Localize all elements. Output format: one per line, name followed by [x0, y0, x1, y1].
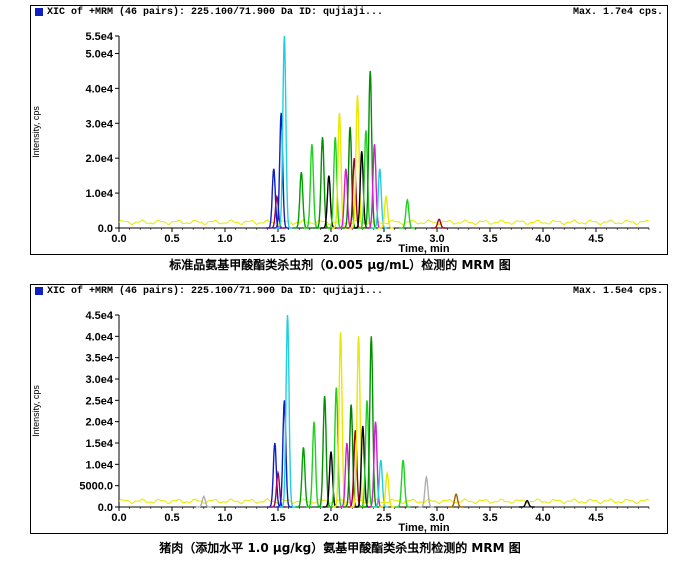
panel-title: XIC of +MRM (46 pairs): 225.100/71.900 D…	[47, 286, 384, 297]
chart-panel-1: XIC of +MRM (46 pairs): 225.100/71.900 D…	[30, 5, 668, 255]
peak-trace	[270, 470, 286, 508]
x-tick-label: 2.5	[376, 233, 391, 245]
peak-trace	[350, 336, 367, 508]
peak-trace	[279, 314, 296, 508]
panel-title: XIC of +MRM (46 pairs): 225.100/71.900 D…	[47, 7, 384, 18]
y-tick-label: 5.5e4	[85, 31, 113, 43]
x-tick-label: 3.5	[482, 233, 497, 245]
chart-caption: 标准品氨基甲酸酯类杀虫剂（0.005 μg/mL）检测的 MRM 图	[169, 258, 511, 272]
peak-trace	[295, 447, 312, 508]
peak-trace	[372, 459, 389, 508]
legend-swatch	[35, 287, 43, 295]
peak-trace	[378, 194, 394, 229]
max-intensity-label: Max. 1.5e4 cps.	[572, 286, 663, 297]
y-axis-label: Intensity, cps	[31, 385, 41, 437]
x-tick-label: 0.5	[164, 512, 179, 524]
peak-trace	[316, 396, 333, 508]
peak-trace	[276, 35, 293, 229]
peak-trace	[273, 112, 290, 229]
x-tick-label: 1.5	[270, 512, 285, 524]
peak-trace	[399, 198, 415, 229]
y-tick-label: 2.0e4	[85, 417, 113, 429]
y-axis-label: Intensity, cps	[31, 106, 41, 158]
x-tick-label: 0.0	[111, 512, 126, 524]
x-tick-label: 3.0	[429, 233, 444, 245]
peak-trace	[269, 194, 285, 229]
x-tick-label: 1.5	[270, 233, 285, 245]
x-tick-label: 2.5	[376, 512, 391, 524]
peak-trace	[276, 400, 293, 508]
y-tick-label: 5.0e4	[85, 48, 113, 60]
chart-panel-2: XIC of +MRM (46 pairs): 225.100/71.900 D…	[30, 284, 668, 534]
x-tick-label: 1.0	[217, 512, 232, 524]
max-intensity-label: Max. 1.7e4 cps.	[572, 7, 663, 18]
y-tick-label: 2.5e4	[85, 395, 113, 407]
x-tick-label: 3.5	[482, 512, 497, 524]
peak-trace	[304, 144, 320, 229]
x-tick-label: 0.5	[164, 233, 179, 245]
peak-trace	[371, 168, 388, 229]
peak-trace	[379, 470, 395, 508]
panel-header: XIC of +MRM (46 pairs): 225.100/71.900 D…	[31, 285, 667, 299]
y-tick-label: 5000.0	[79, 481, 113, 493]
peak-trace	[293, 171, 310, 229]
y-tick-label: 3.0e4	[85, 118, 113, 130]
y-tick-label: 1.0e4	[85, 188, 113, 200]
x-tick-label: 4.5	[588, 233, 603, 245]
peak-trace	[519, 499, 535, 508]
legend-swatch	[35, 8, 43, 16]
y-tick-label: 1.5e4	[85, 438, 113, 450]
peak-trace	[418, 474, 434, 508]
peak-trace	[195, 495, 212, 508]
x-tick-label: 3.0	[429, 512, 444, 524]
x-tick-label: 4.0	[535, 512, 550, 524]
x-tick-label: 4.0	[535, 233, 550, 245]
x-tick-label: 4.5	[588, 512, 603, 524]
chart-caption: 猪肉（添加水平 1.0 μg/kg）氨基甲酸酯类杀虫剂检测的 MRM 图	[159, 541, 521, 555]
x-axis-label: Time, min	[398, 243, 449, 255]
peak-trace	[448, 493, 464, 508]
y-tick-label: 4.0e4	[85, 83, 113, 95]
y-tick-label: 1.0e4	[85, 459, 113, 471]
x-axis-label: Time, min	[398, 522, 449, 534]
y-tick-label: 0.0	[98, 223, 113, 235]
y-tick-label: 4.5e4	[85, 310, 113, 322]
x-tick-label: 2.0	[323, 512, 338, 524]
panel-header: XIC of +MRM (46 pairs): 225.100/71.900 D…	[31, 6, 667, 20]
x-tick-label: 1.0	[217, 233, 232, 245]
y-tick-label: 2.0e4	[85, 153, 113, 165]
y-tick-label: 0.0	[98, 502, 113, 514]
chromatogram-plot: 0.0 0.5 1.0 1.5 2.0 2.5 3.0 3.5 4.0 4.5 0.0 1.0e4 2.…	[31, 31, 650, 255]
y-tick-label: 4.0e4	[85, 331, 113, 343]
peak-trace	[358, 130, 374, 229]
x-tick-label: 2.0	[323, 233, 338, 245]
peak-trace	[359, 400, 375, 508]
peak-trace	[395, 459, 411, 508]
y-tick-label: 3.5e4	[85, 353, 113, 365]
peak-trace	[306, 421, 322, 508]
y-tick-label: 3.0e4	[85, 374, 113, 386]
peak-trace	[431, 218, 447, 229]
chromatogram-plot: 0.0 0.5 1.0 1.5 2.0 2.5 3.0 3.5 4.0 4.5 0.0 5000.0 1…	[31, 310, 650, 534]
x-tick-label: 0.0	[111, 233, 126, 245]
